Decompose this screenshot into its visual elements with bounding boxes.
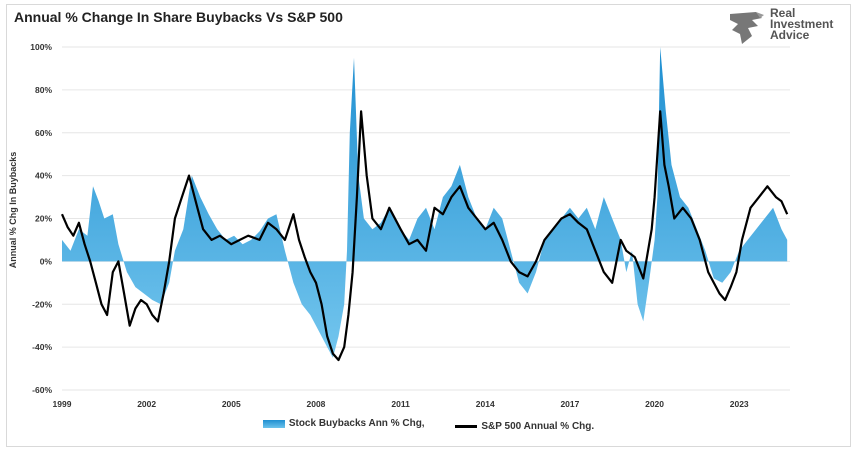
x-tick-label: 2011 <box>391 399 410 409</box>
legend-label-sp500: S&P 500 Annual % Chg. <box>481 420 595 432</box>
series-buybacks-area <box>62 47 788 358</box>
y-tick-label: 40% <box>35 171 52 181</box>
y-tick-label: 60% <box>35 128 52 138</box>
x-tick-label: 1999 <box>53 399 72 409</box>
eagle-logo-icon <box>730 12 764 44</box>
y-tick-label: 0% <box>40 256 53 266</box>
y-tick-label: 20% <box>35 214 52 224</box>
logo-text-line1: Real <box>770 6 796 20</box>
logo: Real Investment Advice <box>726 6 846 48</box>
x-tick-label: 2017 <box>560 399 579 409</box>
chart-title: Annual % Change In Share Buybacks Vs S&P… <box>14 9 343 25</box>
y-tick-label: 80% <box>35 85 52 95</box>
legend-swatch-line <box>455 424 478 428</box>
x-tick-label: 2023 <box>730 399 749 409</box>
x-tick-label: 2014 <box>476 399 495 409</box>
y-tick-label: -40% <box>32 342 52 352</box>
logo-text-line3: Advice <box>770 28 810 42</box>
x-tick-label: 2002 <box>137 399 156 409</box>
x-tick-label: 2008 <box>306 399 325 409</box>
legend-swatch-area <box>262 419 285 428</box>
logo-text-line2: Investment <box>770 17 834 31</box>
x-tick-label: 2020 <box>645 399 664 409</box>
legend-label-buybacks: Stock Buybacks Ann % Chg, <box>288 418 425 429</box>
legend-item-buybacks: Stock Buybacks Ann % Chg, <box>262 418 425 429</box>
y-tick-label: 100% <box>30 42 52 52</box>
y-tick-label: -60% <box>32 385 52 395</box>
legend: Stock Buybacks Ann % Chg, S&P 500 Annual… <box>0 418 857 432</box>
x-tick-label: 2005 <box>222 399 241 409</box>
y-tick-label: -20% <box>32 299 52 309</box>
series-sp500-line <box>60 110 789 362</box>
legend-item-sp500: S&P 500 Annual % Chg. <box>455 421 594 432</box>
